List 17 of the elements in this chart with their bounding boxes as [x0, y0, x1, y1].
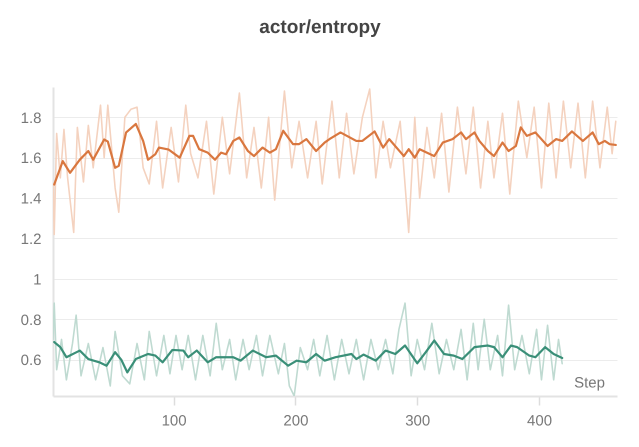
x-tick-label: 300: [405, 412, 430, 430]
y-tick-label: 0.6: [20, 352, 42, 370]
x-tick-label: 100: [162, 412, 187, 430]
y-tick-label: 1: [33, 271, 42, 288]
y-tick-label: 0.8: [20, 312, 42, 329]
y-tick-label: 1.8: [20, 110, 42, 127]
chart-title: actor/entropy: [259, 17, 382, 38]
line-series: [53, 302, 563, 396]
x-axis-title: Step: [574, 374, 605, 392]
y-tick-label: 1.2: [20, 230, 42, 248]
line-series: [53, 122, 617, 186]
y-tick-label: 1.4: [20, 190, 42, 208]
line-series: [53, 339, 564, 374]
x-tick-label: 200: [283, 412, 308, 430]
x-tick-label: 400: [527, 412, 552, 430]
line-series: [53, 88, 617, 236]
y-tick-label: 1.6: [20, 150, 42, 168]
